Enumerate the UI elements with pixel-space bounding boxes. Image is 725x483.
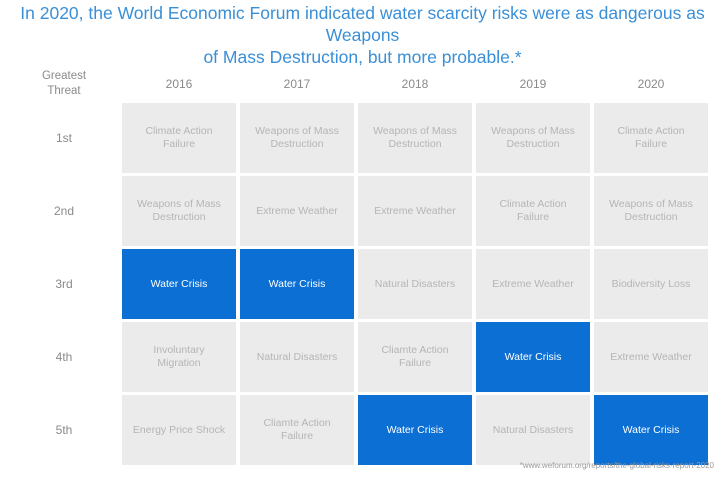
cell-2018-1st: Weapons of Mass Destruction <box>358 103 472 173</box>
title-line-2: of Mass Destruction, but more probable.* <box>203 47 522 67</box>
title-line-1: In 2020, the World Economic Forum indica… <box>20 3 705 45</box>
cell-2016-3rd: Water Crisis <box>122 249 236 319</box>
row-header-1st: 1st <box>55 131 72 145</box>
cell-2017-4th: Natural Disasters <box>240 322 354 392</box>
row-header-5th: 5th <box>55 423 73 437</box>
source-note: *www.weforum.org/reports/the-global-risk… <box>519 461 714 470</box>
cell-2018-5th: Water Crisis <box>358 395 472 465</box>
cell-2016-5th: Energy Price Shock <box>122 395 236 465</box>
row-header-2nd: 2nd <box>53 204 75 218</box>
cell-2019-3rd: Extreme Weather <box>476 249 590 319</box>
chart-title: In 2020, the World Economic Forum indica… <box>0 2 725 68</box>
cell-2020-5th: Water Crisis <box>594 395 708 465</box>
cell-2018-4th: Cliamte Action Failure <box>358 322 472 392</box>
corner-line-1: Greatest <box>41 70 87 82</box>
row-header-4th: 4th <box>55 350 73 364</box>
cell-2017-2nd: Extreme Weather <box>240 176 354 246</box>
cell-2020-1st: Climate Action Failure <box>594 103 708 173</box>
cell-2018-3rd: Natural Disasters <box>358 249 472 319</box>
cell-2020-3rd: Biodiversity Loss <box>594 249 708 319</box>
corner-line-2: Threat <box>47 85 81 97</box>
cell-2016-2nd: Weapons of Mass Destruction <box>122 176 236 246</box>
column-header-2016: 2016 <box>165 77 193 91</box>
cell-2019-2nd: Climate Action Failure <box>476 176 590 246</box>
column-header-2019: 2019 <box>519 77 547 91</box>
cell-2018-2nd: Extreme Weather <box>358 176 472 246</box>
cell-2017-1st: Weapons of Mass Destruction <box>240 103 354 173</box>
column-header-2017: 2017 <box>283 77 311 91</box>
row-header-3rd: 3rd <box>55 277 73 291</box>
cell-2019-4th: Water Crisis <box>476 322 590 392</box>
cell-2016-1st: Climate Action Failure <box>122 103 236 173</box>
cell-2020-2nd: Weapons of Mass Destruction <box>594 176 708 246</box>
cell-2017-5th: Cliamte Action Failure <box>240 395 354 465</box>
column-header-2020: 2020 <box>637 77 665 91</box>
column-header-2018: 2018 <box>401 77 429 91</box>
cell-2017-3rd: Water Crisis <box>240 249 354 319</box>
cell-2020-4th: Extreme Weather <box>594 322 708 392</box>
cell-2016-4th: Involuntary Migration <box>122 322 236 392</box>
greatest-threat-label: Greatest Threat <box>30 69 98 99</box>
cell-2019-5th: Natural Disasters <box>476 395 590 465</box>
cell-2019-1st: Weapons of Mass Destruction <box>476 103 590 173</box>
